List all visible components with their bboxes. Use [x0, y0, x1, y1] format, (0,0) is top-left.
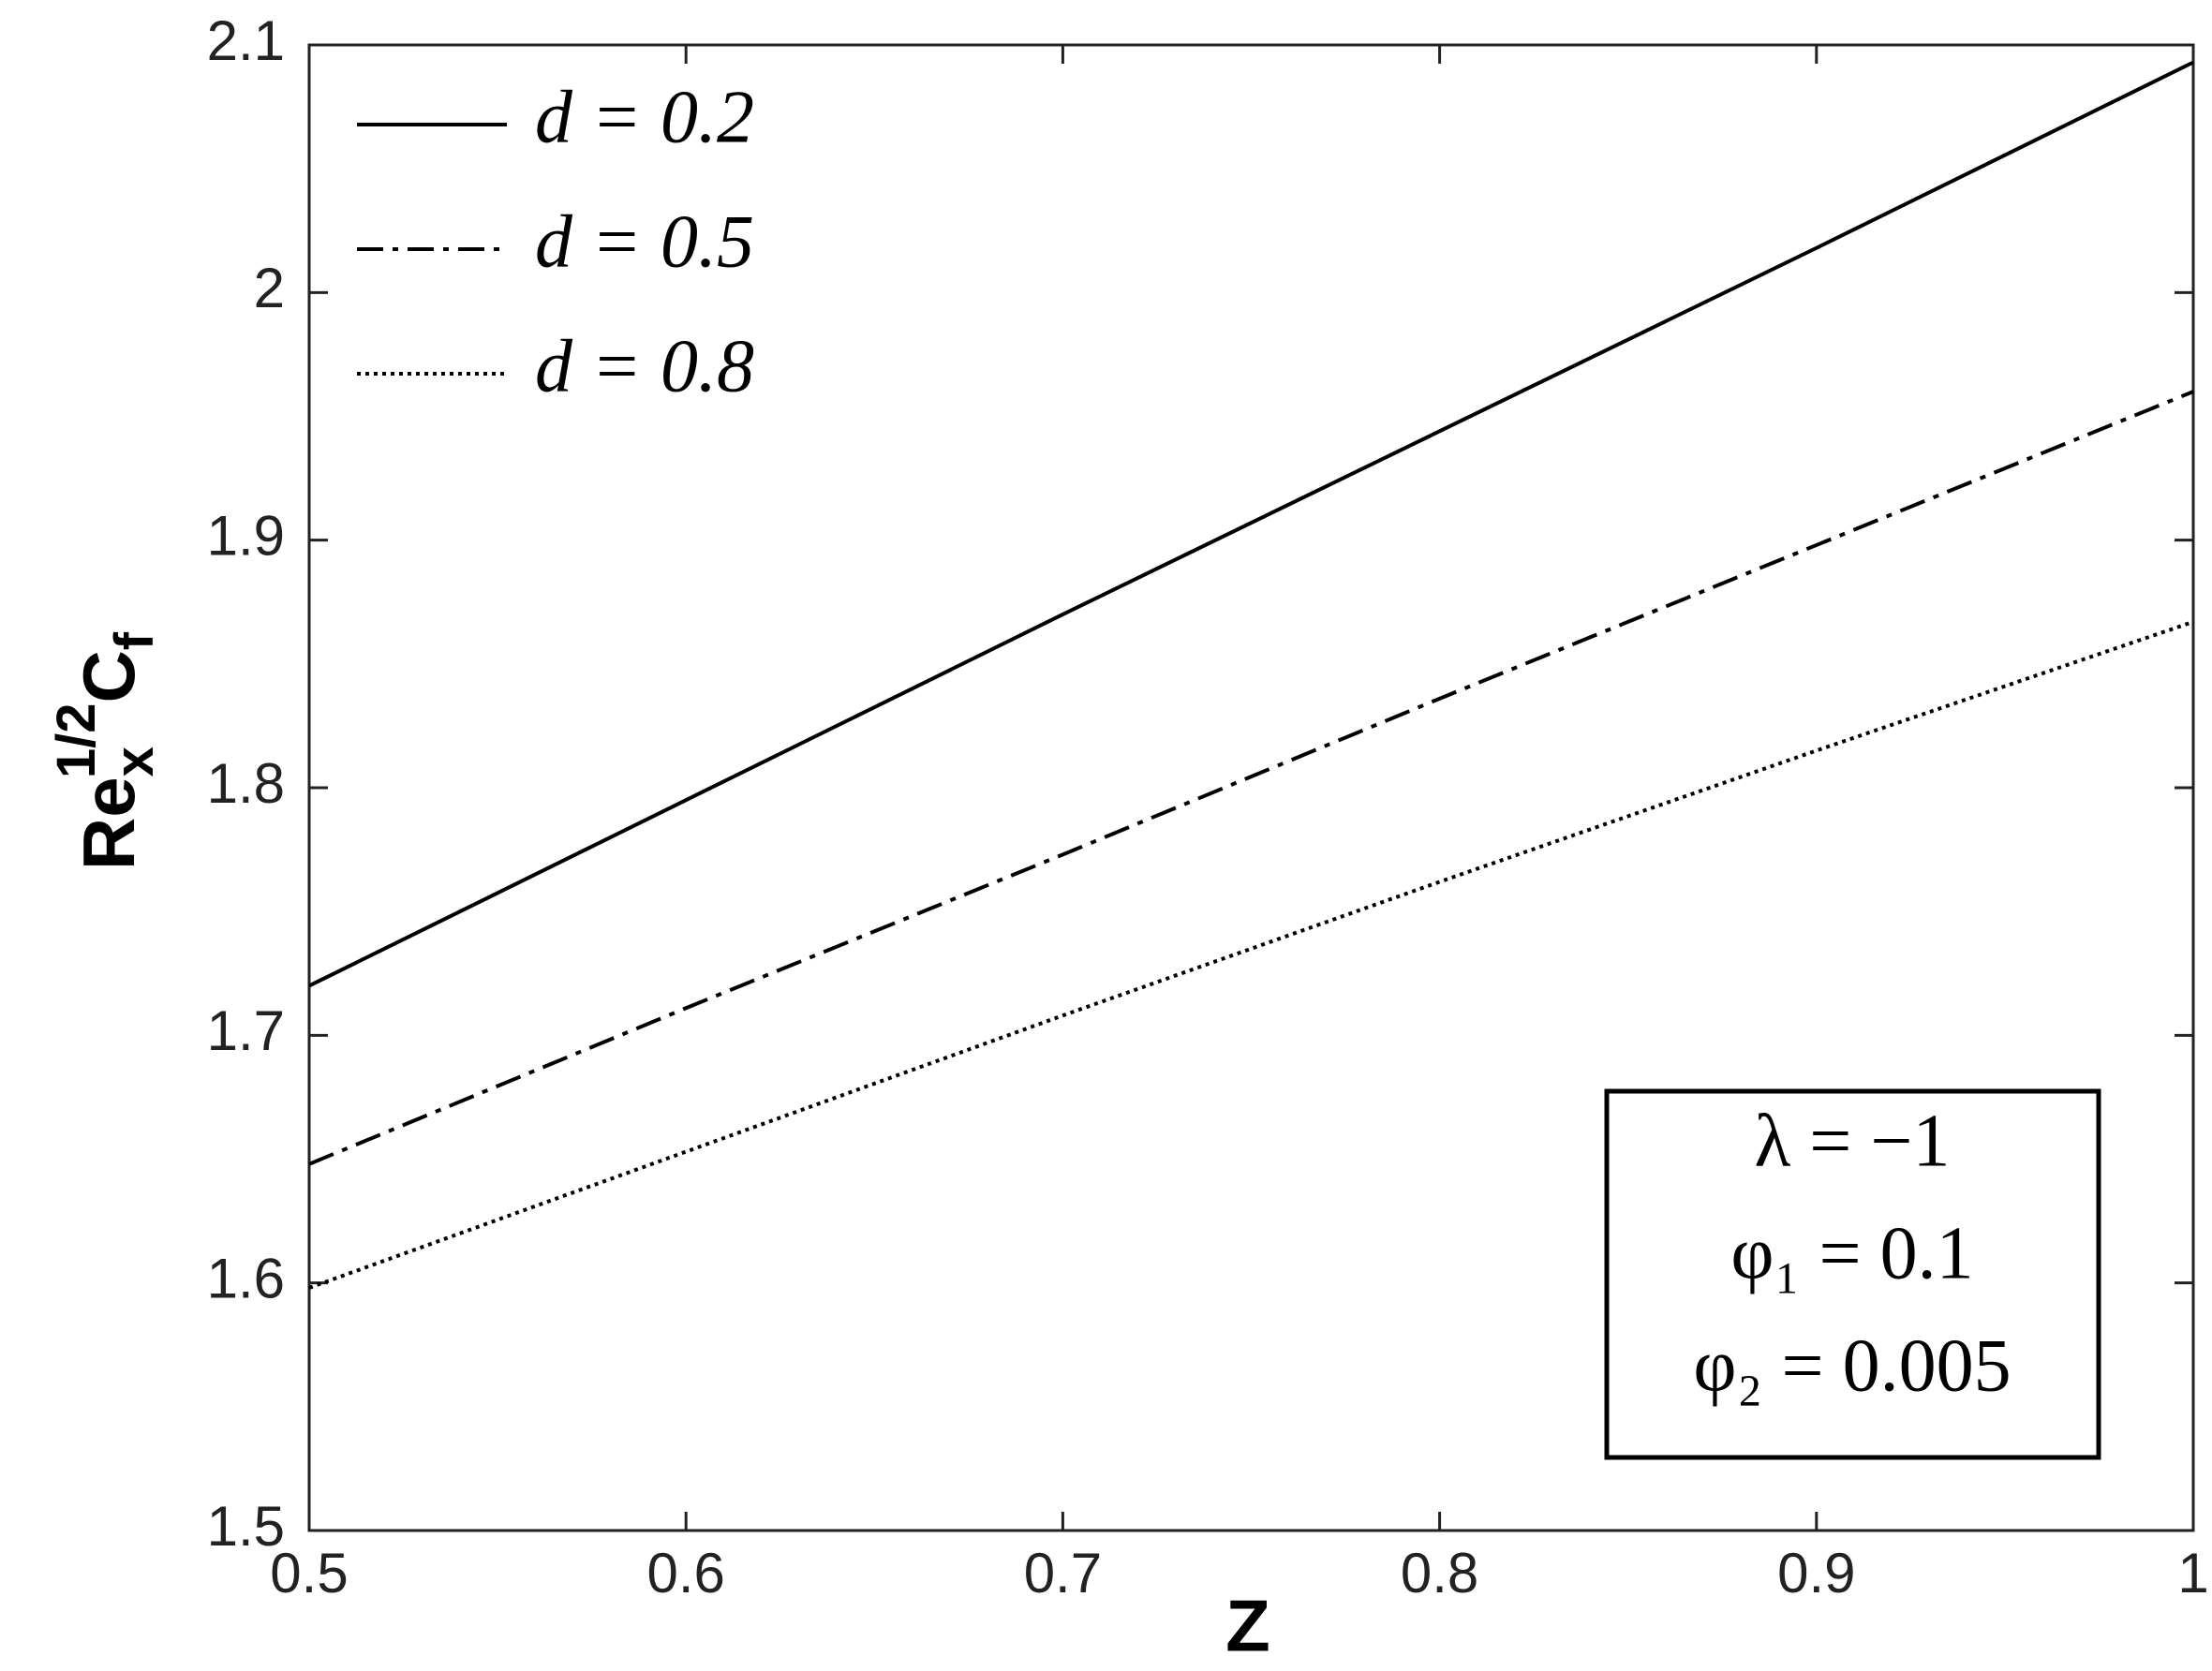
- annotation-text: φ₂ = 0.005: [1693, 1324, 2011, 1407]
- y-label-part: C: [67, 650, 150, 702]
- y-tick-label: 1.7: [207, 999, 285, 1062]
- x-tick-label: 0.7: [1024, 1542, 1102, 1604]
- line-series: [308, 60, 2194, 988]
- annotation-text: φ₁ = 0.1: [1730, 1212, 1973, 1294]
- y-axis-label: Rex1/2Cf: [46, 631, 165, 870]
- x-tick-label: 0.9: [1777, 1542, 1855, 1604]
- y-tick-label: 1.9: [207, 505, 285, 568]
- annotation-box: [1604, 1088, 2101, 1460]
- y-tick-label: 1.6: [207, 1248, 285, 1310]
- annotation-text: λ = −1: [1754, 1100, 1950, 1182]
- x-tick-label: 0.5: [270, 1542, 348, 1604]
- y-label-part: f: [104, 631, 165, 650]
- legend-label: d = 0.2: [535, 76, 754, 158]
- x-axis-label: Z: [1225, 1585, 1270, 1667]
- line-series: [308, 390, 2194, 1166]
- x-tick-label: 0.6: [646, 1542, 724, 1604]
- x-tick-label: 1: [2177, 1542, 2208, 1604]
- y-label-part: Re: [67, 776, 150, 870]
- legend-label: d = 0.5: [535, 200, 754, 283]
- y-tick-label: 1.8: [207, 752, 285, 815]
- x-tick-label: 0.8: [1401, 1542, 1478, 1604]
- y-label-part: 1/2: [46, 703, 107, 779]
- legend-label: d = 0.8: [535, 325, 754, 407]
- y-tick-label: 1.5: [207, 1495, 285, 1558]
- y-tick-label: 2: [254, 257, 285, 319]
- y-label-part: x: [104, 747, 165, 776]
- y-tick-label: 2.1: [207, 9, 285, 72]
